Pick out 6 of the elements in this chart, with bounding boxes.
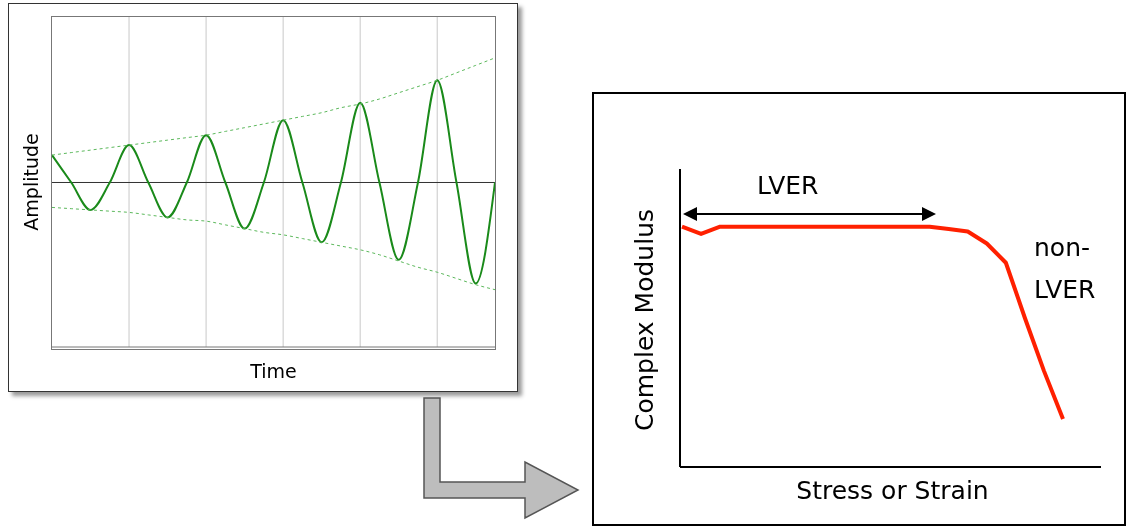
y-axis-title: Complex Modulus xyxy=(629,209,659,431)
x-axis-title: Time xyxy=(249,360,298,382)
y-axis-title: Amplitude xyxy=(20,133,42,231)
x-axis-title: Stress or Strain xyxy=(795,476,990,505)
annotation: non-LVER xyxy=(1034,232,1097,306)
text: LVER xyxy=(757,171,819,200)
